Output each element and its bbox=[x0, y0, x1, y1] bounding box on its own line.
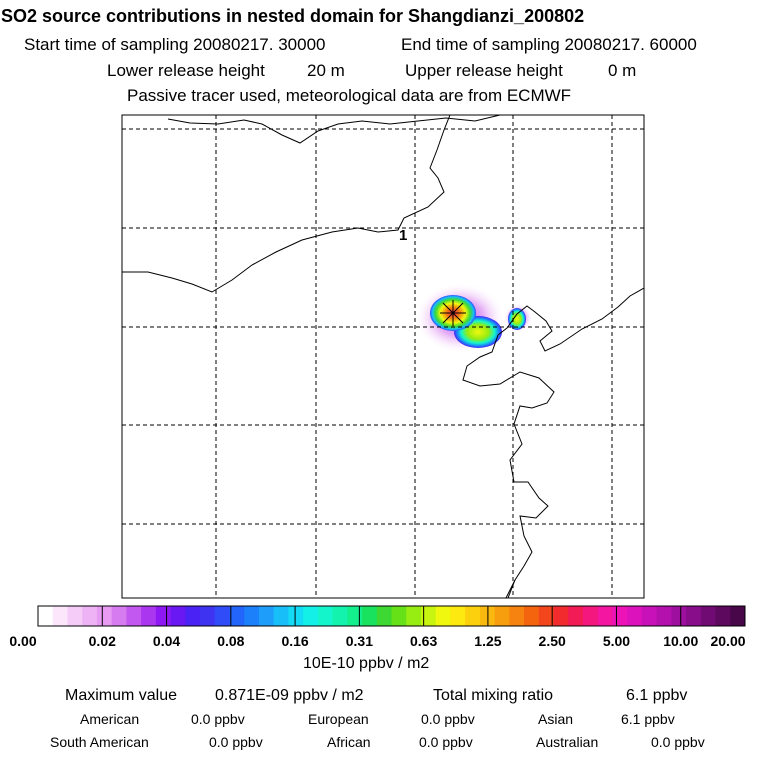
colorbar-swatch bbox=[52, 606, 68, 626]
colorbar-swatch bbox=[582, 606, 599, 626]
colorbar-swatch bbox=[258, 606, 275, 626]
colorbar-swatch bbox=[612, 606, 628, 626]
region-name: Asian bbox=[538, 711, 574, 727]
colorbar-tick-label: 0.00 bbox=[9, 633, 37, 649]
colorbar-swatch bbox=[509, 606, 525, 626]
region-name: African bbox=[327, 734, 371, 750]
colorbar-swatch bbox=[288, 606, 304, 626]
colorbar-tick-label: 0.31 bbox=[345, 633, 373, 649]
tracer-note: Passive tracer used, meteorological data… bbox=[127, 86, 572, 105]
colorbar-swatch bbox=[229, 606, 245, 626]
colorbar-tick-label: 0.08 bbox=[217, 633, 245, 649]
region-value: 0.0 ppbv bbox=[419, 734, 473, 750]
lower-release-value: 20 m bbox=[307, 61, 345, 80]
colorbar-swatch bbox=[524, 606, 540, 626]
colorbar-swatch bbox=[214, 606, 230, 626]
colorbar-swatch bbox=[553, 606, 569, 626]
region-name: European bbox=[308, 711, 369, 727]
colorbar-swatch bbox=[82, 606, 98, 626]
colorbar-tick-label: 10.00 bbox=[663, 633, 699, 649]
colorbar-swatch bbox=[700, 606, 717, 626]
upper-release-value: 0 m bbox=[608, 61, 637, 80]
colorbar-border bbox=[37, 605, 746, 627]
colorbar-swatch bbox=[185, 606, 201, 626]
colorbar-tick-label: 0.63 bbox=[410, 633, 438, 649]
colorbar-swatch bbox=[362, 606, 378, 626]
colorbar-swatch bbox=[347, 606, 363, 626]
colorbar-swatch bbox=[273, 606, 289, 626]
max-value: 0.871E-09 ppbv / m2 bbox=[215, 687, 364, 704]
colorbar-swatch bbox=[111, 606, 127, 626]
end-time-text: End time of sampling 20080217. 60000 bbox=[401, 35, 697, 54]
lower-release-label: Lower release height bbox=[107, 61, 265, 80]
lat-lon-grid bbox=[122, 115, 644, 598]
colorbar-swatch bbox=[538, 606, 555, 626]
colorbar-swatch bbox=[96, 606, 113, 626]
region-value: 0.0 ppbv bbox=[209, 734, 263, 750]
colorbar-tick-label: 0.02 bbox=[88, 633, 116, 649]
region-name: Australian bbox=[536, 734, 599, 750]
map-frame bbox=[121, 114, 645, 599]
colorbar-swatch bbox=[494, 606, 510, 626]
colorbar-swatch bbox=[671, 606, 687, 626]
start-time-text: Start time of sampling 20080217. 30000 bbox=[24, 35, 326, 54]
colorbar-swatch bbox=[686, 606, 702, 626]
colorbar bbox=[37, 605, 746, 627]
site-number-label: 1 bbox=[399, 227, 407, 244]
borders-coastline bbox=[122, 115, 644, 598]
colorbar-tick-label: 20.00 bbox=[710, 633, 746, 649]
colorbar-swatch bbox=[170, 606, 186, 626]
colorbar-tick-label: 1.25 bbox=[474, 633, 502, 649]
colorbar-swatch bbox=[303, 606, 319, 626]
colorbar-swatch bbox=[715, 606, 731, 626]
colorbar-swatch bbox=[67, 606, 83, 626]
colorbar-swatch bbox=[200, 606, 216, 626]
region-value: 0.0 ppbv bbox=[421, 711, 475, 727]
colorbar-tick-label: 0.16 bbox=[281, 633, 309, 649]
total-mixing-label: Total mixing ratio bbox=[433, 687, 554, 704]
region-name: American bbox=[80, 711, 140, 727]
colorbar-swatch bbox=[332, 606, 348, 626]
region-value: 6.1 ppbv bbox=[621, 711, 675, 727]
colorbar-swatch bbox=[597, 606, 613, 626]
colorbar-tick-label: 2.50 bbox=[538, 633, 566, 649]
colorbar-swatch bbox=[141, 606, 157, 626]
colorbar-swatch bbox=[641, 606, 658, 626]
colorbar-swatch bbox=[317, 606, 334, 626]
colorbar-swatch bbox=[406, 606, 422, 626]
region-value: 0.0 ppbv bbox=[191, 711, 245, 727]
colorbar-swatch bbox=[420, 606, 437, 626]
colorbar-swatch bbox=[627, 606, 643, 626]
colorbar-swatch bbox=[730, 606, 746, 626]
colorbar-swatch bbox=[450, 606, 466, 626]
total-mixing-value: 6.1 ppbv bbox=[626, 687, 688, 704]
colorbar-swatch bbox=[568, 606, 584, 626]
release-site-marker bbox=[440, 300, 466, 326]
colorbar-swatch bbox=[126, 606, 142, 626]
colorbar-unit: 10E-10 ppbv / m2 bbox=[303, 655, 430, 672]
colorbar-tick-label: 0.04 bbox=[152, 633, 181, 649]
upper-release-label: Upper release height bbox=[405, 61, 563, 80]
colorbar-swatch bbox=[155, 606, 172, 626]
concentration-plume bbox=[416, 284, 532, 352]
colorbar-swatch bbox=[376, 606, 392, 626]
colorbar-tick-label: 5.00 bbox=[602, 633, 631, 649]
plot-title: SO2 source contributions in nested domai… bbox=[1, 6, 585, 26]
region-name: South American bbox=[50, 734, 149, 750]
colorbar-swatch bbox=[465, 606, 481, 626]
colorbar-swatch bbox=[435, 606, 451, 626]
colorbar-swatch bbox=[244, 606, 260, 626]
colorbar-swatch bbox=[656, 606, 672, 626]
max-value-label: Maximum value bbox=[65, 687, 178, 704]
colorbar-swatch bbox=[38, 606, 54, 626]
colorbar-swatch bbox=[391, 606, 407, 626]
region-value: 0.0 ppbv bbox=[651, 734, 705, 750]
